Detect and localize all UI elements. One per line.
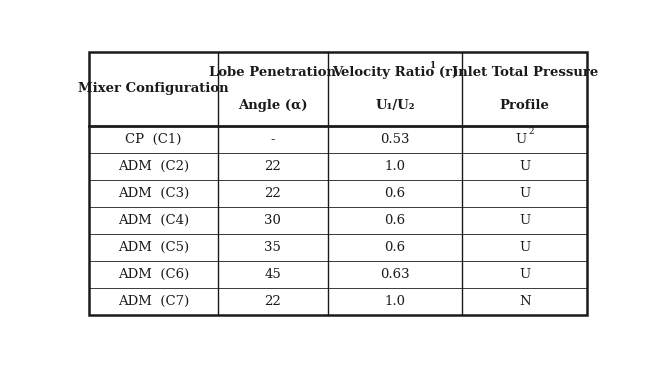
Text: 0.6: 0.6 — [384, 187, 406, 200]
Text: Profile: Profile — [500, 99, 550, 112]
Text: U: U — [519, 241, 530, 254]
Text: 0.63: 0.63 — [380, 268, 410, 281]
Text: 0.6: 0.6 — [384, 241, 406, 254]
Text: Velocity Ratio (r): Velocity Ratio (r) — [332, 66, 458, 79]
Text: 22: 22 — [264, 187, 281, 200]
Text: ADM  (C7): ADM (C7) — [118, 296, 189, 308]
Text: 22: 22 — [264, 160, 281, 173]
Text: ADM  (C4): ADM (C4) — [118, 214, 189, 227]
Text: 0.6: 0.6 — [384, 214, 406, 227]
Text: U: U — [519, 187, 530, 200]
Text: ADM  (C6): ADM (C6) — [118, 268, 189, 281]
Text: 1.0: 1.0 — [385, 160, 405, 173]
Text: U: U — [515, 133, 526, 146]
Text: Angle (α): Angle (α) — [238, 99, 308, 112]
Text: ADM  (C2): ADM (C2) — [118, 160, 189, 173]
Text: 35: 35 — [264, 241, 281, 254]
Text: ADM  (C3): ADM (C3) — [118, 187, 189, 200]
Text: 30: 30 — [264, 214, 281, 227]
Text: 2: 2 — [529, 127, 534, 136]
Text: 1: 1 — [430, 60, 436, 70]
Text: U: U — [519, 214, 530, 227]
Text: -: - — [271, 133, 275, 146]
Text: 45: 45 — [264, 268, 281, 281]
Text: Lobe Penetration: Lobe Penetration — [210, 66, 337, 79]
Text: N: N — [519, 296, 530, 308]
Text: 22: 22 — [264, 296, 281, 308]
Text: U: U — [519, 268, 530, 281]
Text: ADM  (C5): ADM (C5) — [118, 241, 189, 254]
Text: Mixer Configuration: Mixer Configuration — [78, 82, 229, 95]
Text: Inlet Total Pressure: Inlet Total Pressure — [451, 66, 598, 79]
Text: 0.53: 0.53 — [380, 133, 410, 146]
Text: U: U — [519, 160, 530, 173]
Text: U₁/U₂: U₁/U₂ — [376, 99, 415, 112]
Text: 1.0: 1.0 — [385, 296, 405, 308]
Text: CP  (C1): CP (C1) — [125, 133, 181, 146]
